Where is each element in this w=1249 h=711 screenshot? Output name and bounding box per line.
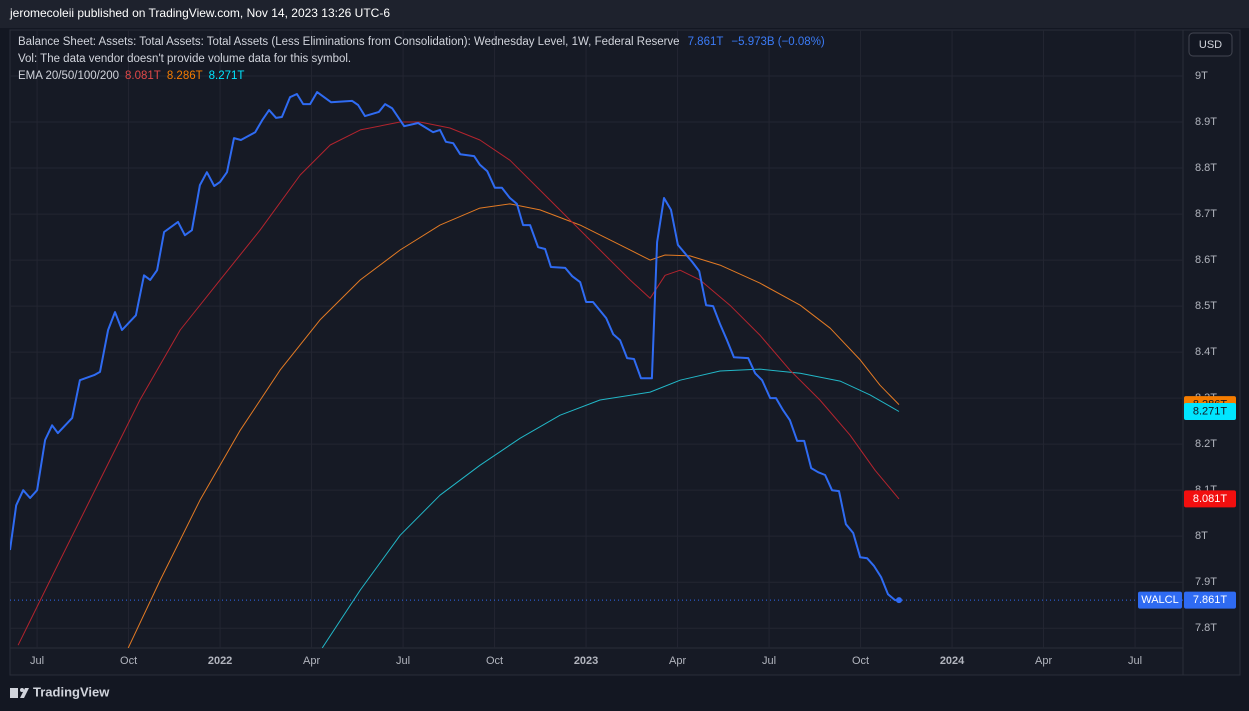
x-tick-label: Oct — [852, 655, 869, 667]
x-tick-label: Jul — [762, 655, 776, 667]
y-tick-label: 8.4T — [1195, 346, 1217, 358]
x-tick-label: Apr — [669, 655, 686, 667]
x-tick-label: 2022 — [208, 655, 232, 667]
y-tick-label: 8.2T — [1195, 438, 1217, 450]
currency-label[interactable]: USD — [1199, 39, 1222, 51]
ema-value: 8.081T — [125, 70, 161, 82]
currency-button[interactable] — [1188, 32, 1233, 57]
y-tick-label: 8.9T — [1195, 116, 1217, 128]
series-line — [321, 368, 900, 648]
indicator-line: EMA 20/50/100/200 8.081T 8.286T 8.271T — [18, 70, 244, 82]
y-tick-label: 8T — [1195, 530, 1208, 542]
y-tick-label: 8.8T — [1195, 162, 1217, 174]
x-tick-label: Oct — [120, 655, 137, 667]
x-tick-label: Oct — [486, 655, 503, 667]
legend-change: −5.973B (−0.08%) — [731, 36, 825, 48]
legend-last: 7.861T — [688, 36, 724, 48]
price-tag — [1184, 490, 1236, 508]
y-tick-label: 8.6T — [1195, 254, 1217, 266]
x-tick-label: 2024 — [940, 655, 965, 667]
x-tick-label: Apr — [303, 655, 320, 667]
symbol-tag-label: WALCL — [1141, 594, 1179, 606]
x-tick-label: Jul — [1128, 655, 1142, 667]
x-tick-label: 2023 — [574, 655, 598, 667]
legend-title-line: Balance Sheet: Assets: Total Assets: Tot… — [18, 36, 825, 48]
ema-value: 8.286T — [167, 70, 203, 82]
price-tag-label: 8.271T — [1193, 405, 1228, 417]
price-tag-label: 8.081T — [1193, 493, 1228, 505]
y-tick-label: 8.7T — [1195, 208, 1217, 220]
price-tag-label: 7.861T — [1193, 594, 1228, 606]
series-line — [17, 121, 900, 646]
symbol-tag — [1138, 591, 1182, 609]
last-point — [895, 597, 902, 604]
y-tick-label: 7.8T — [1195, 622, 1217, 634]
series-line — [127, 203, 900, 648]
x-tick-label: Apr — [1035, 655, 1052, 667]
ema-value: 8.271T — [209, 70, 245, 82]
plot — [10, 91, 1183, 648]
volume-note: Vol: The data vendor doesn't provide vol… — [18, 53, 351, 65]
legend-title: Balance Sheet: Assets: Total Assets: Tot… — [18, 36, 680, 48]
price-tag — [1184, 591, 1236, 609]
x-tick-label: Jul — [30, 655, 44, 667]
series-line — [10, 91, 899, 602]
top-bar — [0, 0, 1249, 28]
price-tag — [1184, 402, 1236, 420]
y-tick-label: 9T — [1195, 70, 1208, 82]
published-note: jeromecoleii published on TradingView.co… — [9, 6, 390, 20]
brand-logo — [10, 688, 29, 698]
indicator-name: EMA 20/50/100/200 — [18, 70, 119, 82]
brand-name: TradingView — [33, 684, 110, 699]
x-tick-label: Jul — [396, 655, 410, 667]
y-tick-label: 8.5T — [1195, 300, 1217, 312]
y-tick-label: 7.9T — [1195, 576, 1217, 588]
